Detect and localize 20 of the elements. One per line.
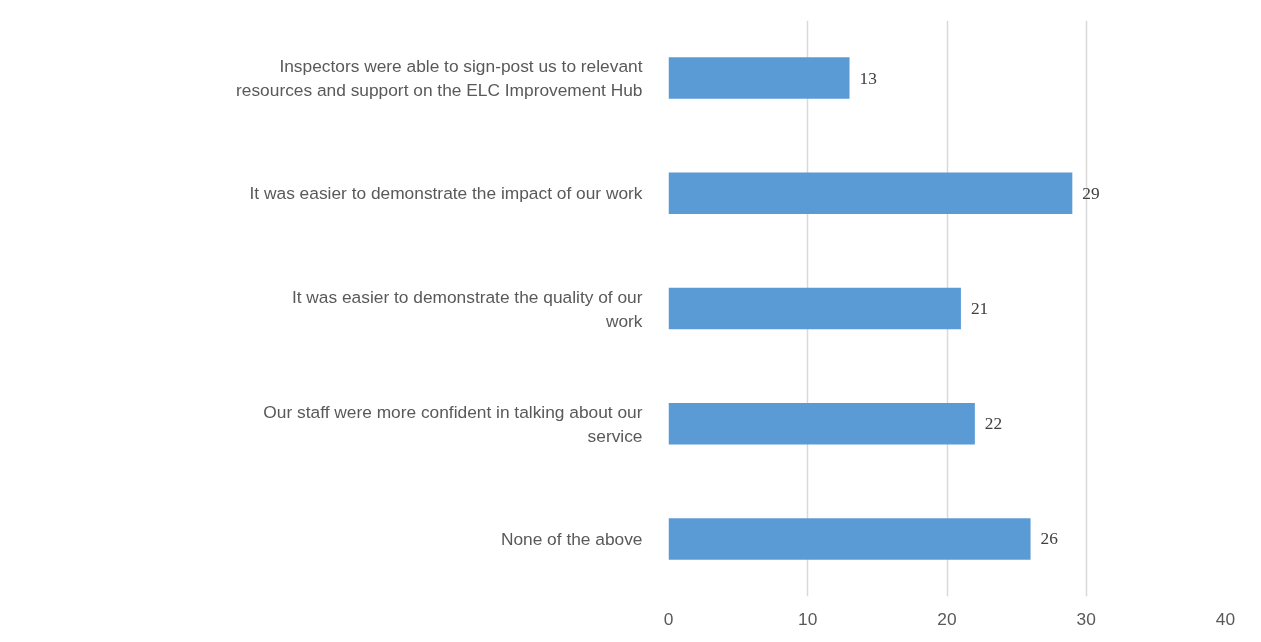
x-tick-label: 0 [663,608,674,629]
bar [668,287,961,330]
x-tick-label: 20 [937,608,957,629]
bar [668,172,1073,215]
y-tick-label: None of the above [500,528,643,549]
data-label: 21 [970,299,989,318]
y-tick-label: Inspectors were able to sign-post us to relevant resources and support on the ELC Improvement Hub [236,56,643,101]
x-tick-label: 30 [1076,608,1096,629]
bar [668,518,1031,560]
y-tick-label: It was easier to demonstrate the quality of our work [291,286,643,331]
y-tick-label: It was easier to demonstrate the impact of our work [249,183,643,204]
data-label: 26 [1040,529,1059,549]
data-label: 22 [984,414,1003,434]
bar [668,402,975,445]
x-tick-label: 40 [1215,608,1236,629]
y-tick-label: Our staff were more confident in talking about our service [263,401,643,446]
bar [668,57,850,99]
data-label: 13 [859,68,877,88]
x-tick-label: 10 [798,608,818,629]
data-label: 29 [1082,183,1100,203]
